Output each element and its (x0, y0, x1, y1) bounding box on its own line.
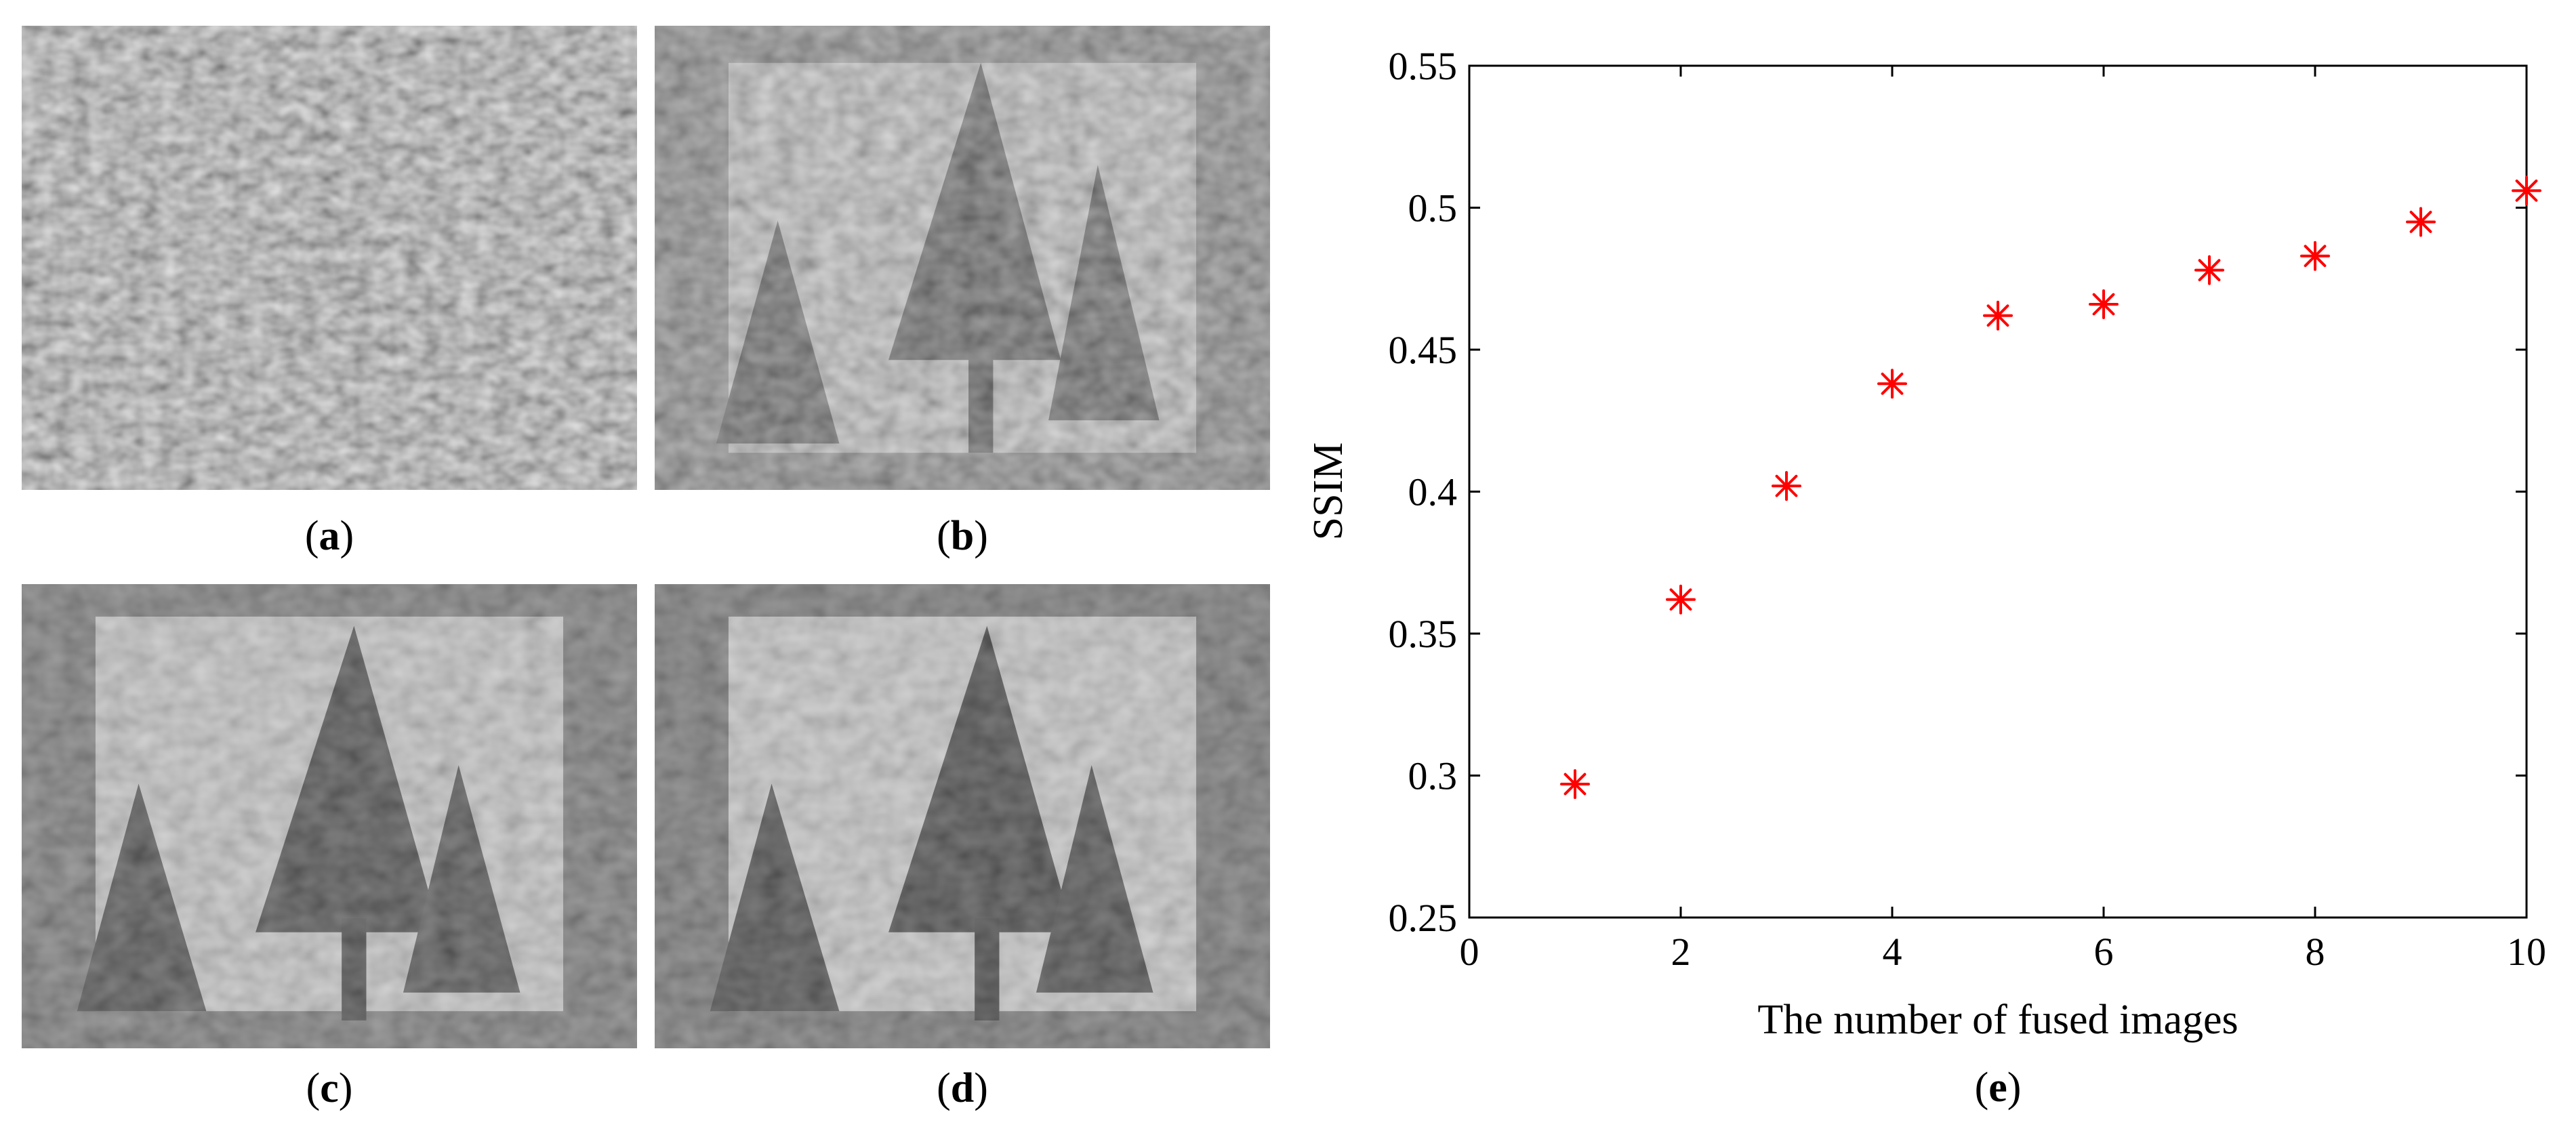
y-tick-label: 0.55 (1389, 44, 1458, 88)
panel-d-image (655, 584, 1270, 1048)
x-tick-label: 4 (1883, 930, 1902, 974)
x-axis-ticks: 0 2 4 6 8 10 (1460, 66, 2546, 974)
data-point-marker (2089, 289, 2119, 319)
y-axis-label: SSIM (1305, 442, 1351, 541)
y-tick-label: 0.25 (1389, 896, 1458, 940)
data-point-marker (2194, 255, 2224, 285)
panel-e-label: (e) (1975, 1065, 2022, 1111)
y-tick-label: 0.45 (1389, 328, 1458, 372)
y-tick-label: 0.3 (1408, 754, 1458, 798)
y-tick-label: 0.5 (1408, 186, 1458, 230)
x-tick-label: 10 (2507, 930, 2546, 974)
data-point-marker (2300, 241, 2330, 271)
y-tick-label: 0.4 (1408, 470, 1458, 514)
data-point-marker (2512, 176, 2541, 206)
panel-b-label: (b) (937, 513, 988, 559)
x-axis-label: The number of fused images (1757, 997, 2238, 1043)
plot-frame (1468, 64, 2528, 919)
y-tick-label: 0.35 (1389, 612, 1458, 656)
x-tick-label: 0 (1460, 930, 1479, 974)
panel-b-image (655, 26, 1270, 490)
x-tick-label: 8 (2306, 930, 2325, 974)
data-point-marker (1772, 471, 1801, 501)
data-point-marker (1877, 369, 1907, 399)
y-axis-ticks: 0.25 0.3 0.35 0.4 0.45 0.5 0.55 (1389, 44, 2527, 940)
data-markers (1560, 176, 2541, 800)
data-point-marker (2406, 207, 2436, 237)
data-point-marker (1560, 769, 1590, 800)
ssim-scatter-chart: 0.25 0.3 0.35 0.4 0.45 0.5 0.55 0 2 4 6 8 10 SSIM T… (1305, 44, 2546, 1111)
x-tick-label: 2 (1671, 930, 1691, 974)
panel-d-label: (d) (937, 1065, 988, 1111)
panel-a-image (22, 26, 637, 490)
data-point-marker (1666, 584, 1696, 615)
data-point-marker (1983, 300, 2013, 331)
x-tick-label: 6 (2094, 930, 2114, 974)
panel-a-label: (a) (304, 513, 354, 559)
panel-c-label: (c) (306, 1065, 353, 1111)
panel-c-image (22, 584, 637, 1048)
